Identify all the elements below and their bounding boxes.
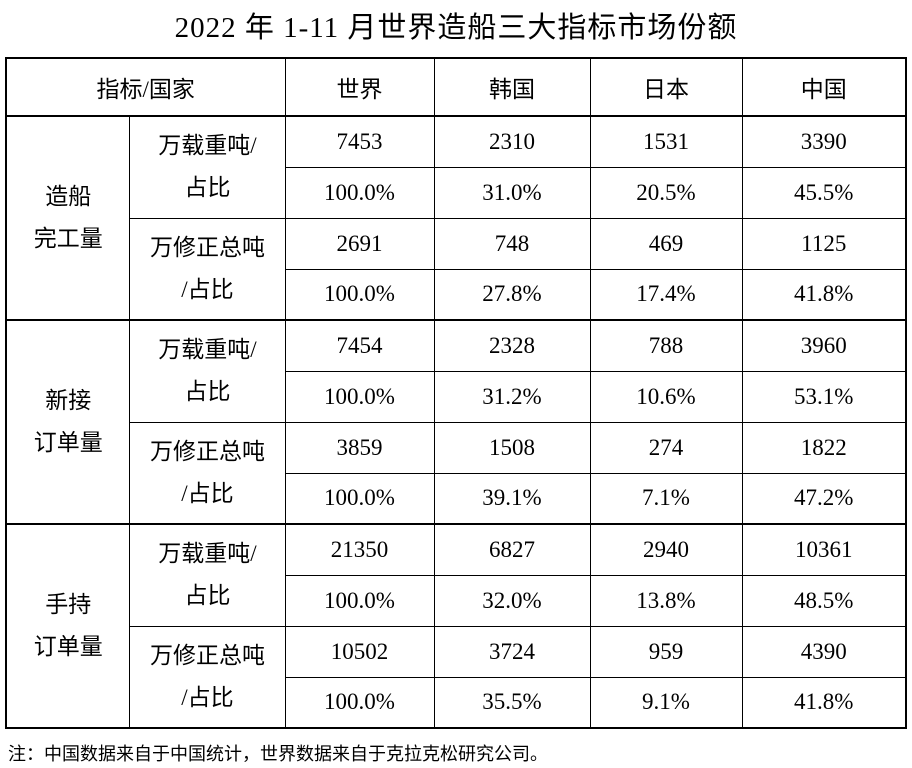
unit-label-cell: 万修正总吨 /占比 [129,421,286,525]
unit-label-line: 占比 [184,175,231,201]
unit-label-cell: 万载重吨/ 占比 [129,523,286,627]
table-cell: 3724 [433,625,591,678]
section-completions: 造船 完工量 万载重吨/ 占比 7453 2310 1531 3390 100.… [5,115,907,321]
unit-label-cell: 万载重吨/ 占比 [129,319,286,423]
table-header-row: 指标/国家 世界 韩国 日本 中国 [5,57,907,117]
table-cell: 100.0% [284,676,435,729]
table-cell: 274 [589,421,743,474]
unit-label-line: 万载重吨/ [158,541,257,567]
header-korea: 韩国 [433,57,591,117]
table-cell: 1508 [433,421,591,474]
table-cell: 53.1% [741,370,907,423]
table-cell: 6827 [433,523,591,576]
table-cell: 35.5% [433,676,591,729]
section-order-backlog: 手持 订单量 万载重吨/ 占比 21350 6827 2940 10361 10… [5,523,907,729]
unit-label-line: 万载重吨/ [158,337,257,363]
table-row: 新接 订单量 万载重吨/ 占比 7454 2328 788 3960 [5,319,907,525]
table-row: 手持 订单量 万载重吨/ 占比 21350 6827 2940 10361 [5,523,907,729]
table-row: 万修正总吨 /占比 2691 748 469 1125 [6,217,907,321]
table-cell: 31.2% [433,370,591,423]
table-cell: 41.8% [741,268,907,321]
unit-label-line: 占比 [184,583,231,609]
table-cell: 4390 [741,625,907,678]
table-cell: 959 [589,625,743,678]
section-label-line: 新接 [45,388,92,414]
table-row: 100.0% 39.1% 7.1% 47.2% [6,472,907,525]
table-cell: 3960 [741,319,907,372]
table-cell: 788 [589,319,743,372]
table-cell: 100.0% [284,166,435,219]
table-cell: 2691 [284,217,435,270]
unit-label-line: 占比 [184,379,231,405]
table-cell: 7454 [284,319,435,372]
table-row: 造船 完工量 万载重吨/ 占比 7453 2310 1531 3390 [5,115,907,321]
unit-label-cell: 万修正总吨 /占比 [129,217,286,321]
section-label-line: 订单量 [33,634,103,659]
unit-label-line: 万修正总吨 [149,438,265,464]
header-china: 中国 [741,57,907,117]
section-label-line: 造船 [45,184,92,210]
table-cell: 1125 [741,217,907,270]
table-cell: 45.5% [741,166,907,219]
table-cell: 100.0% [284,370,435,423]
table-cell: 32.0% [433,574,591,627]
unit-label-line: /占比 [181,276,234,302]
source-note: 注：中国数据来自于中国统计，世界数据来自于克拉克松研究公司。 [8,744,548,764]
table-cell: 31.0% [433,166,591,219]
table-row: 100.0% 31.2% 10.6% 53.1% [6,370,907,423]
table-cell: 10502 [284,625,435,678]
header-world: 世界 [284,57,435,117]
table-cell: 3390 [741,115,907,168]
table-cell: 17.4% [589,268,743,321]
table-row: 100.0% 35.5% 9.1% 41.8% [6,676,907,729]
section-label-cell: 新接 订单量 [5,319,131,525]
table-cell: 748 [433,217,591,270]
table-cell: 1822 [741,421,907,474]
unit-label-line: 万载重吨/ [158,133,257,159]
table-cell: 10361 [741,523,907,576]
table-cell: 100.0% [284,472,435,525]
table-cell: 9.1% [589,676,743,729]
unit-label-line: /占比 [181,684,234,710]
table-cell: 7453 [284,115,435,168]
header-indicator-country: 指标/国家 [5,57,286,117]
unit-label-line: 万修正总吨 [149,642,265,668]
section-label-line: 完工量 [33,226,103,251]
unit-label-cell: 万载重吨/ 占比 [129,115,286,219]
table-cell: 2940 [589,523,743,576]
table-cell: 100.0% [284,574,435,627]
table-cell: 41.8% [741,676,907,729]
table-cell: 20.5% [589,166,743,219]
page: 2022 年 1-11 月世界造船三大指标市场份额 指标/国家 世界 韩国 日本… [0,6,912,768]
section-label-line: 手持 [45,592,92,618]
unit-label-line: 万修正总吨 [149,234,265,260]
unit-label-cell: 万修正总吨 /占比 [129,625,286,729]
table-cell: 13.8% [589,574,743,627]
table-row: 100.0% 32.0% 13.8% 48.5% [6,574,907,627]
table-cell: 3859 [284,421,435,474]
table-cell: 7.1% [589,472,743,525]
table-header: 指标/国家 世界 韩国 日本 中国 [5,57,907,117]
table-cell: 39.1% [433,472,591,525]
shipbuilding-market-share-table: 指标/国家 世界 韩国 日本 中国 造船 完工量 万载重吨/ 占比 7453 2… [4,57,907,729]
unit-label-line: /占比 [181,480,234,506]
table-cell: 27.8% [433,268,591,321]
section-label-line: 订单量 [33,430,103,455]
section-label-cell: 手持 订单量 [5,523,131,729]
table-cell: 100.0% [284,268,435,321]
header-japan: 日本 [589,57,743,117]
table-cell: 47.2% [741,472,907,525]
section-new-orders: 新接 订单量 万载重吨/ 占比 7454 2328 788 3960 100.0… [5,319,907,525]
table-cell: 1531 [589,115,743,168]
table-row: 万修正总吨 /占比 3859 1508 274 1822 [6,421,907,525]
section-label-cell: 造船 完工量 [5,115,131,321]
table-cell: 469 [589,217,743,270]
table-cell: 48.5% [741,574,907,627]
table-cell: 10.6% [589,370,743,423]
table-row: 万修正总吨 /占比 10502 3724 959 4390 [6,625,907,729]
table-cell: 2310 [433,115,591,168]
table-cell: 21350 [284,523,435,576]
table-cell: 2328 [433,319,591,372]
page-title: 2022 年 1-11 月世界造船三大指标市场份额 [174,12,738,44]
